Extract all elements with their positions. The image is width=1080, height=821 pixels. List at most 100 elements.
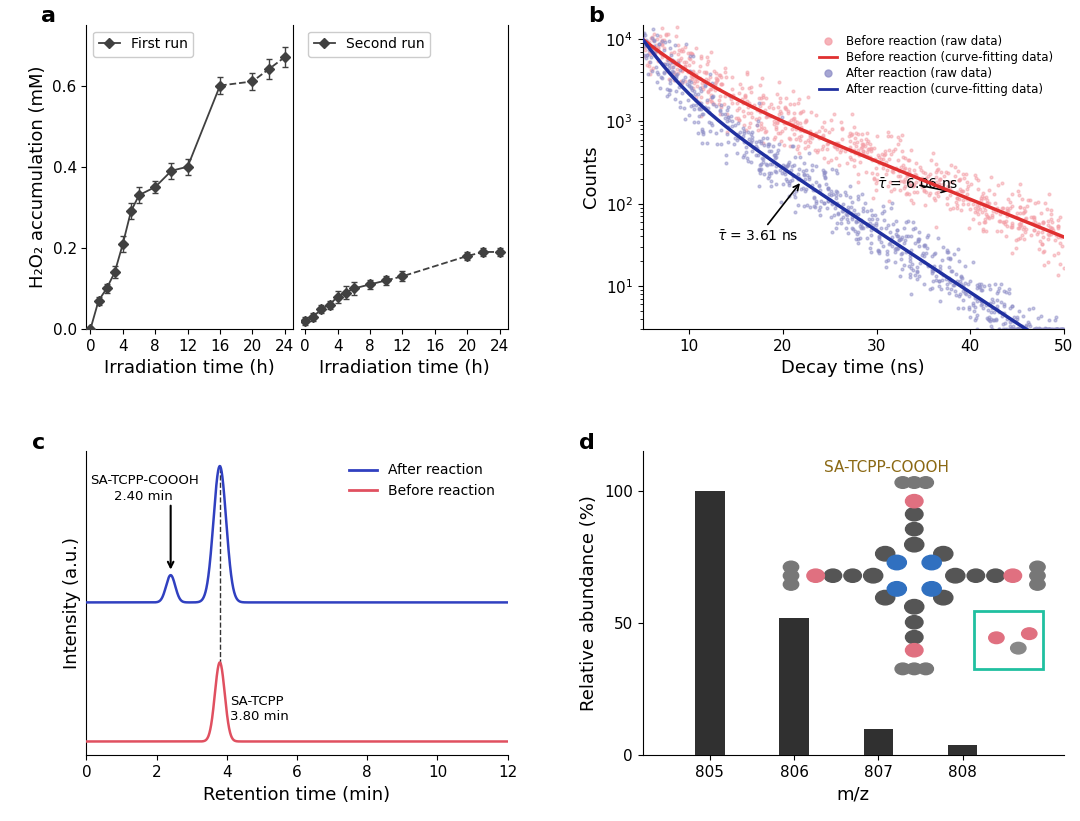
Point bbox=[662, 73, 679, 86]
Point bbox=[729, 146, 746, 159]
Point bbox=[1008, 323, 1025, 336]
Point bbox=[804, 178, 821, 191]
Point bbox=[768, 177, 785, 190]
Point bbox=[949, 242, 967, 255]
Point bbox=[899, 168, 916, 181]
Point bbox=[870, 150, 888, 163]
Point bbox=[958, 176, 975, 189]
Point bbox=[974, 224, 991, 237]
Point bbox=[866, 153, 883, 166]
Point bbox=[954, 167, 971, 181]
Point bbox=[1023, 228, 1040, 241]
Point bbox=[1049, 323, 1066, 336]
Point bbox=[970, 199, 987, 212]
Point bbox=[643, 31, 660, 44]
Point bbox=[769, 88, 786, 101]
Point bbox=[808, 197, 825, 210]
Point bbox=[656, 57, 673, 71]
Point bbox=[696, 80, 713, 93]
Point bbox=[758, 131, 775, 144]
Point bbox=[691, 81, 708, 94]
Point bbox=[832, 140, 849, 153]
Point bbox=[996, 216, 1013, 229]
Point bbox=[895, 176, 913, 189]
Point bbox=[654, 58, 672, 71]
Point bbox=[955, 284, 972, 297]
Point bbox=[823, 197, 840, 210]
Point bbox=[868, 173, 886, 186]
Point bbox=[787, 133, 805, 146]
Point bbox=[1012, 200, 1029, 213]
Point bbox=[703, 82, 720, 95]
Point bbox=[886, 256, 903, 269]
Point bbox=[846, 136, 863, 149]
Point bbox=[927, 269, 944, 282]
Point bbox=[717, 71, 734, 84]
Point bbox=[961, 193, 978, 206]
Point bbox=[636, 40, 653, 53]
Point bbox=[713, 70, 730, 83]
Point bbox=[1036, 323, 1053, 336]
X-axis label: m/z: m/z bbox=[837, 786, 869, 804]
Point bbox=[864, 208, 881, 221]
Point bbox=[814, 128, 832, 141]
Point bbox=[889, 131, 906, 144]
Point bbox=[909, 235, 927, 248]
Point bbox=[752, 163, 769, 177]
Point bbox=[730, 101, 747, 114]
Point bbox=[804, 132, 821, 145]
Text: $\bar{\tau}$ = 3.61 ns: $\bar{\tau}$ = 3.61 ns bbox=[717, 185, 799, 245]
Point bbox=[879, 180, 896, 193]
Point bbox=[969, 308, 986, 321]
Point bbox=[810, 179, 827, 192]
Point bbox=[747, 148, 765, 161]
Point bbox=[1011, 323, 1028, 336]
Point bbox=[901, 165, 918, 178]
Point bbox=[1000, 287, 1017, 300]
Point bbox=[869, 244, 887, 257]
Point bbox=[990, 323, 1008, 336]
Point bbox=[740, 121, 757, 134]
Point bbox=[723, 82, 740, 95]
Point bbox=[916, 250, 933, 263]
Point bbox=[781, 174, 798, 187]
Point bbox=[950, 255, 968, 268]
Point bbox=[648, 66, 665, 79]
Point bbox=[990, 305, 1008, 319]
Point bbox=[692, 72, 710, 85]
Point bbox=[760, 170, 778, 183]
Point bbox=[837, 221, 854, 234]
Point bbox=[666, 73, 684, 86]
Point bbox=[718, 127, 735, 140]
Point bbox=[927, 273, 944, 287]
Point bbox=[791, 92, 808, 105]
Point bbox=[914, 248, 931, 261]
Point bbox=[792, 173, 809, 186]
Point bbox=[1003, 220, 1021, 233]
Point bbox=[1013, 193, 1030, 206]
Point bbox=[653, 37, 671, 50]
Point bbox=[730, 117, 747, 130]
Point bbox=[875, 240, 892, 253]
Point bbox=[767, 166, 784, 179]
Point bbox=[1001, 195, 1018, 209]
Point bbox=[1021, 302, 1038, 315]
Point bbox=[789, 172, 807, 186]
Point bbox=[948, 192, 966, 205]
Point bbox=[669, 21, 686, 34]
Point bbox=[865, 172, 882, 186]
Point bbox=[753, 135, 770, 148]
Point bbox=[787, 184, 805, 197]
Point bbox=[780, 156, 797, 169]
Point bbox=[972, 294, 989, 307]
Point bbox=[886, 243, 903, 256]
Point bbox=[750, 114, 767, 127]
Point bbox=[914, 166, 931, 179]
Point bbox=[933, 273, 950, 287]
Point bbox=[728, 103, 745, 117]
Point bbox=[658, 82, 675, 95]
Point bbox=[647, 39, 664, 52]
Point bbox=[856, 140, 874, 153]
Point bbox=[821, 187, 838, 200]
Point bbox=[846, 159, 863, 172]
